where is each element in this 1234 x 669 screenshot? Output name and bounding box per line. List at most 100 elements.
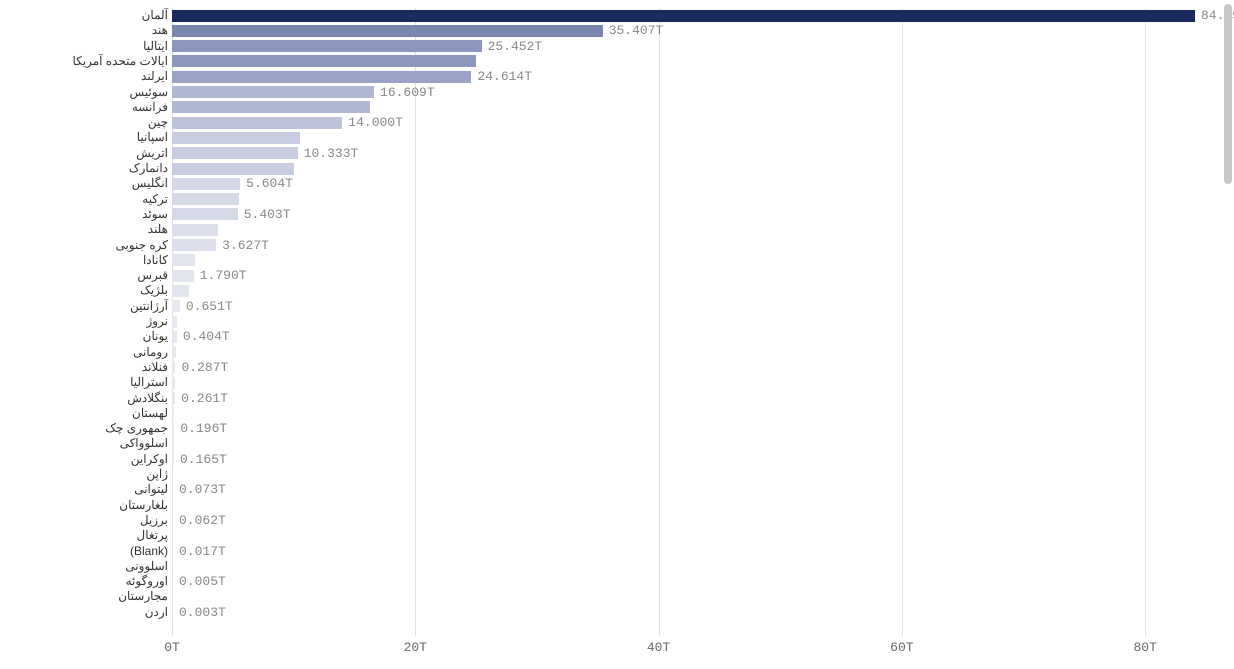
bar[interactable]	[172, 361, 175, 373]
bar[interactable]	[172, 40, 482, 52]
bar[interactable]	[172, 484, 173, 496]
bar[interactable]	[172, 560, 173, 572]
bar-row: اتریش10.333T	[0, 146, 1218, 161]
bar[interactable]	[172, 576, 173, 588]
bar-row: ایتالیا25.452T	[0, 39, 1218, 54]
bar[interactable]	[172, 331, 177, 343]
bar-row: برزیل0.062T	[0, 513, 1218, 528]
value-label: 0.196T	[180, 421, 227, 436]
category-label: کانادا	[0, 253, 168, 268]
category-label: ایرلند	[0, 69, 168, 84]
category-label: اوکراین	[0, 452, 168, 467]
bar[interactable]	[172, 499, 173, 511]
value-label: 0.017T	[179, 544, 226, 559]
bar-row: یونان0.404T	[0, 329, 1218, 344]
bar[interactable]	[172, 346, 176, 358]
bar[interactable]	[172, 117, 342, 129]
bar[interactable]	[172, 193, 239, 205]
category-label: مجارستان	[0, 589, 168, 604]
x-tick-label: 80T	[1133, 640, 1156, 655]
category-label: برزیل	[0, 513, 168, 528]
bar-row: نروژ	[0, 314, 1218, 329]
bar[interactable]	[172, 392, 175, 404]
bar-row: اسلوونی	[0, 559, 1218, 574]
bar-row: جمهوری چک0.196T	[0, 421, 1218, 436]
bar[interactable]	[172, 530, 173, 542]
category-label: نروژ	[0, 314, 168, 329]
category-label: هلند	[0, 222, 168, 237]
bar[interactable]	[172, 10, 1195, 22]
category-label: اسپانیا	[0, 130, 168, 145]
bar-row: بنگلادش0.261T	[0, 391, 1218, 406]
value-label: 24.614T	[477, 69, 532, 84]
x-tick-label: 40T	[647, 640, 670, 655]
value-label: 5.403T	[244, 207, 291, 222]
category-label: فرانسه	[0, 100, 168, 115]
bar[interactable]	[172, 254, 195, 266]
bar[interactable]	[172, 407, 174, 419]
category-label: سوئیس	[0, 85, 168, 100]
value-label: 14.000T	[348, 115, 403, 130]
bar[interactable]	[172, 591, 173, 603]
bar[interactable]	[172, 285, 189, 297]
bar[interactable]	[172, 423, 174, 435]
x-tick-label: 0T	[164, 640, 180, 655]
bar[interactable]	[172, 316, 177, 328]
bar[interactable]	[172, 300, 180, 312]
bar[interactable]	[172, 438, 174, 450]
scrollbar-track[interactable]	[1224, 4, 1232, 659]
bar[interactable]	[172, 101, 370, 113]
value-label: 0.073T	[179, 482, 226, 497]
scrollbar-thumb[interactable]	[1224, 4, 1232, 184]
bar-row: مجارستان	[0, 589, 1218, 604]
bar[interactable]	[172, 71, 471, 83]
category-label: قبرس	[0, 268, 168, 283]
bar[interactable]	[172, 163, 294, 175]
bar[interactable]	[172, 208, 238, 220]
bar-row: استرالیا	[0, 375, 1218, 390]
category-label: رومانی	[0, 345, 168, 360]
bar[interactable]	[172, 514, 173, 526]
category-label: لیتوانی	[0, 482, 168, 497]
bar[interactable]	[172, 55, 476, 67]
category-label: سوئد	[0, 207, 168, 222]
bar[interactable]	[172, 377, 175, 389]
bar[interactable]	[172, 453, 174, 465]
bar-row: لهستان	[0, 406, 1218, 421]
bar[interactable]	[172, 545, 173, 557]
bar-row: اسلوواکی	[0, 436, 1218, 451]
bar-row: دانمارک	[0, 161, 1218, 176]
bar[interactable]	[172, 224, 218, 236]
value-label: 0.404T	[183, 329, 230, 344]
bar-row: سوئد 5.403T	[0, 207, 1218, 222]
category-label: چین	[0, 115, 168, 130]
bar-row: رومانی	[0, 345, 1218, 360]
x-axis: 0T20T40T60T80T	[172, 640, 1206, 660]
category-label: آلمان	[0, 8, 168, 23]
category-label: ایتالیا	[0, 39, 168, 54]
bar-row: انگلیس5.604T	[0, 176, 1218, 191]
bar-row: لیتوانی 0.073T	[0, 482, 1218, 497]
category-label: هند	[0, 23, 168, 38]
bar[interactable]	[172, 86, 374, 98]
category-label: انگلیس	[0, 176, 168, 191]
value-label: 0.287T	[181, 360, 228, 375]
bar[interactable]	[172, 178, 240, 190]
bar[interactable]	[172, 270, 194, 282]
bar-row: ژاپن	[0, 467, 1218, 482]
bar-row: اوروگوئه0.005T	[0, 574, 1218, 589]
value-label: 0.261T	[181, 391, 228, 406]
bar[interactable]	[172, 25, 603, 37]
bar[interactable]	[172, 147, 298, 159]
bar[interactable]	[172, 469, 173, 481]
x-tick-label: 20T	[404, 640, 427, 655]
bar-row: ایرلند 24.614T	[0, 69, 1218, 84]
bar[interactable]	[172, 239, 216, 251]
bar-row: کانادا	[0, 253, 1218, 268]
value-label: 3.627T	[222, 238, 269, 253]
bar[interactable]	[172, 132, 300, 144]
category-label: ایالات متحده آمریکا	[0, 54, 168, 69]
category-label: اسلوونی	[0, 559, 168, 574]
bar-row: اسپانیا	[0, 130, 1218, 145]
bar[interactable]	[172, 606, 173, 618]
